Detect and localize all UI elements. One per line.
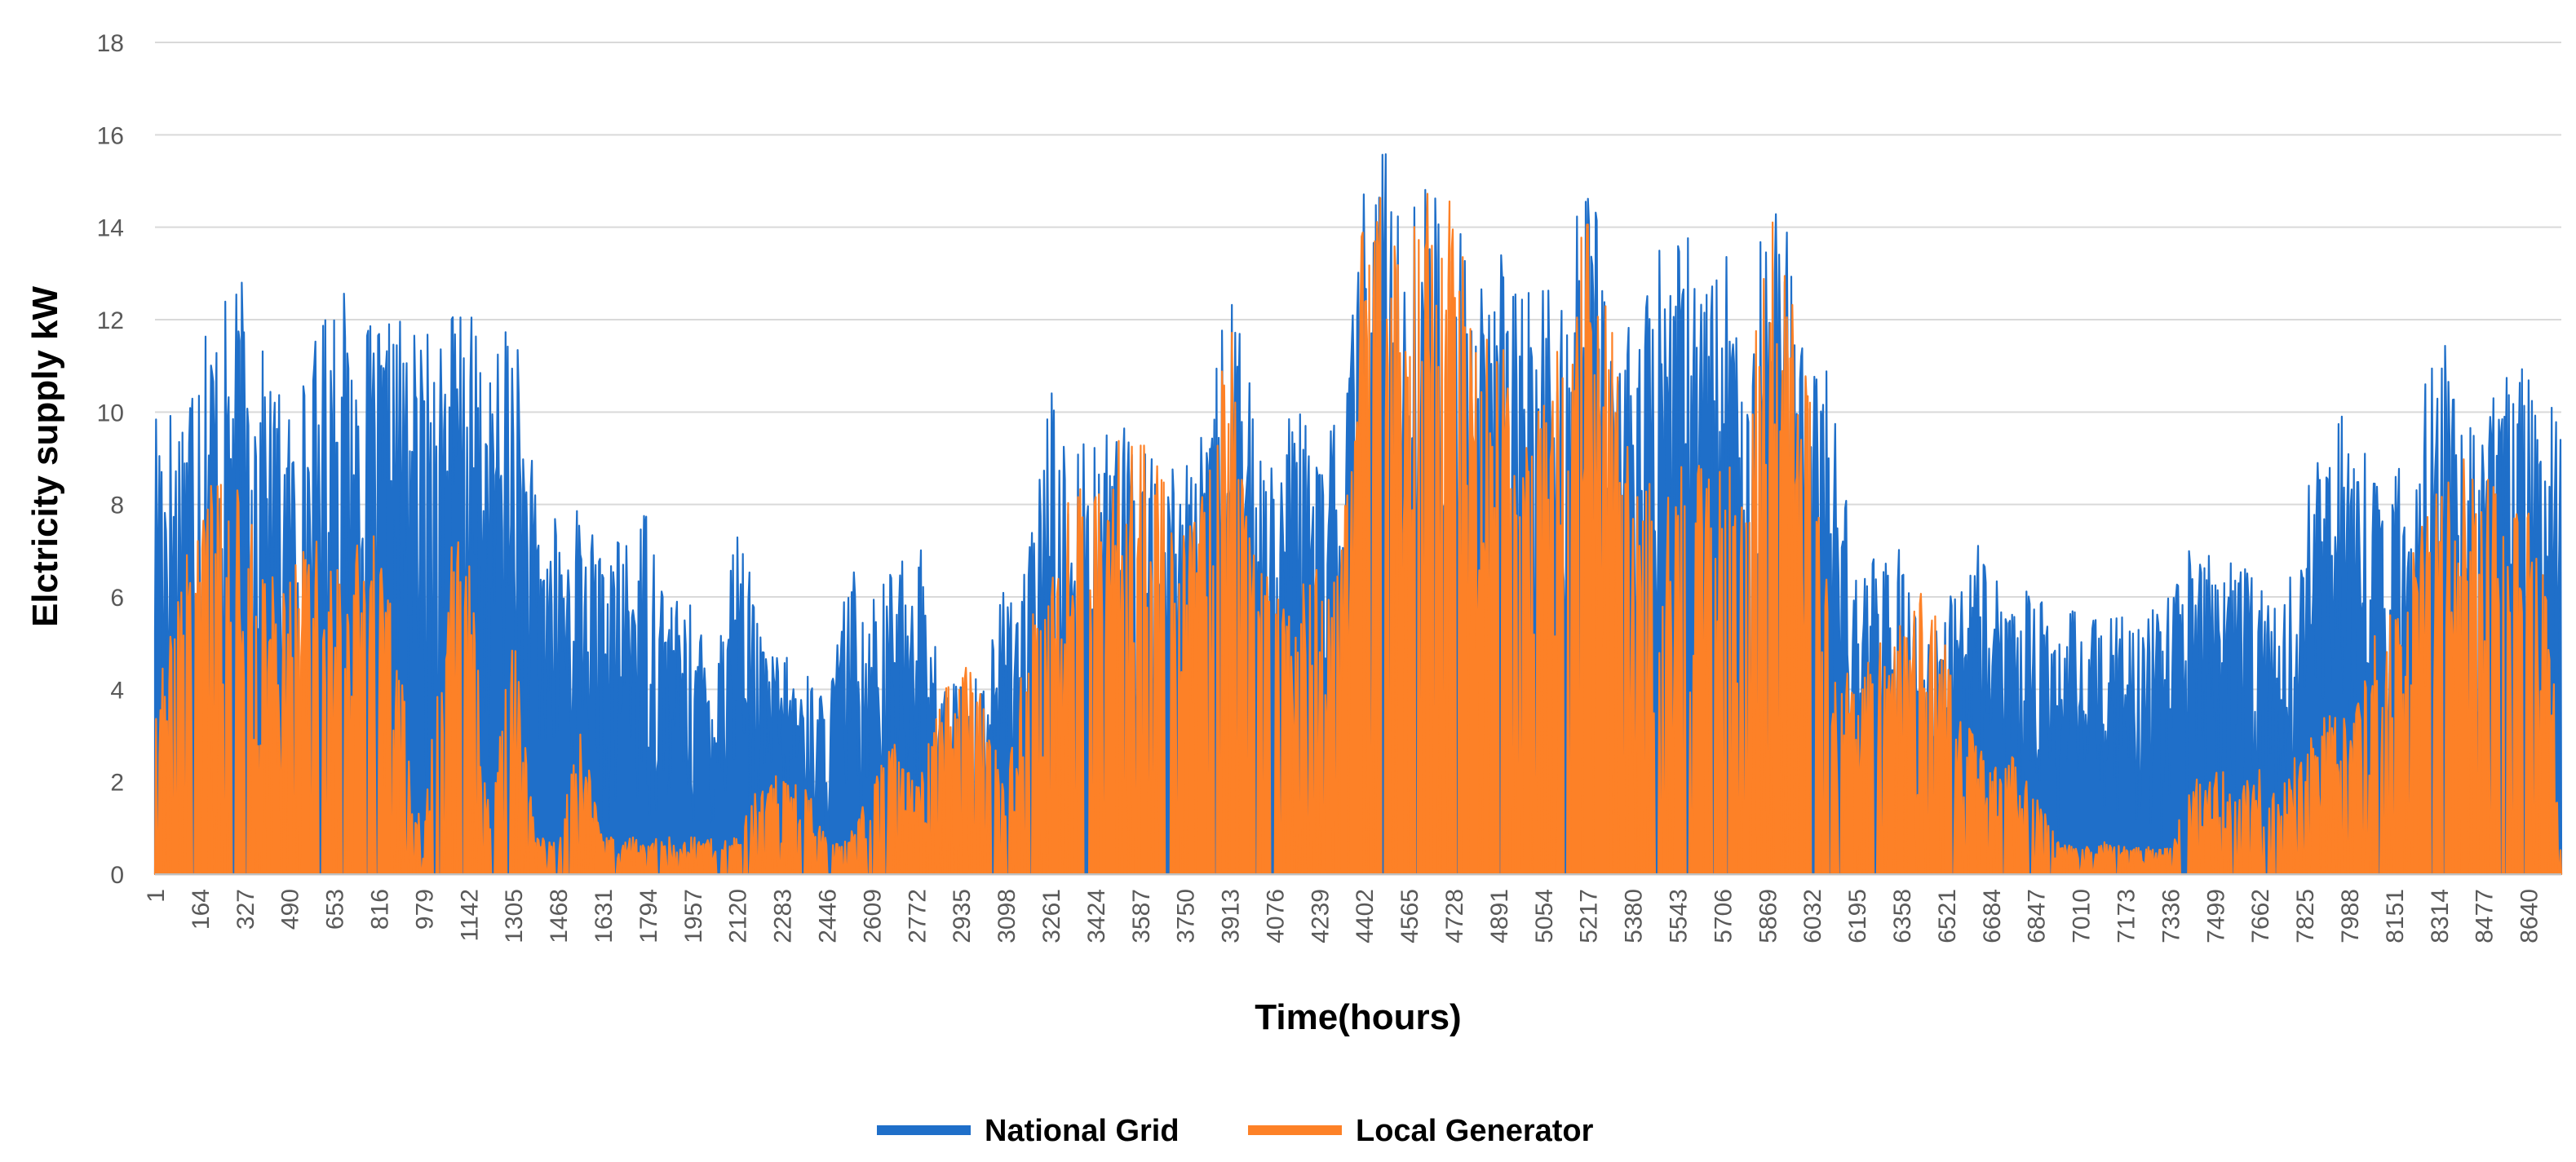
x-tick-label: 3750 xyxy=(1173,889,1200,943)
x-tick-label: 4728 xyxy=(1441,889,1468,943)
x-tick-label: 6684 xyxy=(1979,889,2006,943)
legend: National Grid Local Generator xyxy=(877,1114,1594,1148)
x-tick-label: 5054 xyxy=(1531,889,1558,943)
y-tick-label: 4 xyxy=(110,677,124,704)
x-tick-label: 1794 xyxy=(635,889,662,943)
x-tick-label: 7173 xyxy=(2113,889,2140,943)
x-tick-label: 5706 xyxy=(1710,889,1737,943)
x-tick-label: 6847 xyxy=(2024,889,2051,943)
x-tick-label: 3261 xyxy=(1038,889,1065,943)
x-tick-label: 2446 xyxy=(814,889,841,943)
x-tick-label: 8314 xyxy=(2427,889,2454,943)
x-tick-label: 8477 xyxy=(2472,889,2499,943)
x-tick-label: 1 xyxy=(143,889,170,903)
x-tick-label: 7988 xyxy=(2337,889,2364,943)
x-tick-label: 3587 xyxy=(1128,889,1155,943)
x-tick-label: 1305 xyxy=(501,889,528,943)
y-tick-label: 18 xyxy=(97,30,124,57)
x-tick-label: 653 xyxy=(322,889,349,930)
x-tick-label: 5543 xyxy=(1666,889,1693,943)
y-axis-ticks: 0 2 4 6 8 10 12 14 16 18 xyxy=(97,30,124,889)
x-tick-label: 1631 xyxy=(591,889,617,943)
x-tick-label: 7336 xyxy=(2158,889,2184,943)
y-axis-title: Elctricity supply kW xyxy=(25,285,65,627)
x-axis-title: Time(hours) xyxy=(1255,997,1461,1037)
x-tick-label: 5869 xyxy=(1755,889,1782,943)
x-tick-label: 1468 xyxy=(546,889,573,943)
x-tick-label: 3098 xyxy=(994,889,1020,943)
x-tick-label: 4239 xyxy=(1307,889,1334,943)
legend-label: National Grid xyxy=(985,1114,1180,1148)
x-tick-label: 7825 xyxy=(2292,889,2319,943)
x-tick-label: 5217 xyxy=(1576,889,1603,943)
y-tick-label: 14 xyxy=(97,215,124,242)
x-tick-label: 6521 xyxy=(1934,889,1961,943)
x-tick-label: 1142 xyxy=(456,889,483,942)
y-tick-label: 12 xyxy=(97,307,124,334)
x-tick-label: 6032 xyxy=(1799,889,1826,943)
x-tick-label: 2120 xyxy=(725,889,752,943)
legend-label: Local Generator xyxy=(1356,1114,1594,1148)
y-tick-label: 8 xyxy=(110,493,124,519)
x-tick-label: 4565 xyxy=(1396,889,1423,943)
x-tick-label: 2609 xyxy=(859,889,886,943)
y-tick-label: 2 xyxy=(110,770,124,797)
y-tick-label: 0 xyxy=(110,862,124,889)
x-tick-label: 8151 xyxy=(2382,889,2409,943)
x-tick-label: 816 xyxy=(366,889,393,930)
x-tick-label: 6358 xyxy=(1889,889,1916,943)
x-tick-label: 4076 xyxy=(1262,889,1289,943)
x-tick-label: 2935 xyxy=(949,889,976,943)
x-tick-label: 7662 xyxy=(2247,889,2274,943)
x-tick-label: 164 xyxy=(188,889,215,930)
y-tick-label: 10 xyxy=(97,400,124,426)
x-tick-label: 8640 xyxy=(2516,889,2543,943)
x-tick-label: 4402 xyxy=(1352,889,1379,943)
x-tick-label: 7499 xyxy=(2202,889,2229,943)
x-tick-label: 4891 xyxy=(1486,889,1513,943)
y-tick-label: 6 xyxy=(110,585,124,612)
x-tick-label: 327 xyxy=(232,889,259,930)
x-tick-label: 6195 xyxy=(1844,889,1871,943)
x-tick-label: 490 xyxy=(277,889,304,930)
x-tick-label: 3913 xyxy=(1218,889,1245,943)
x-tick-label: 3424 xyxy=(1083,889,1110,943)
x-tick-label: 2772 xyxy=(904,889,931,943)
y-tick-label: 16 xyxy=(97,122,124,149)
x-tick-label: 2283 xyxy=(770,889,797,943)
x-tick-label: 1957 xyxy=(680,889,707,943)
x-tick-label: 7010 xyxy=(2069,889,2096,943)
x-axis-ticks: 1 164 327 490 653 816 979 1142 1305 1468 1631 1794 1… xyxy=(143,889,2543,943)
x-tick-label: 979 xyxy=(411,889,438,930)
x-tick-label: 5380 xyxy=(1621,889,1648,943)
